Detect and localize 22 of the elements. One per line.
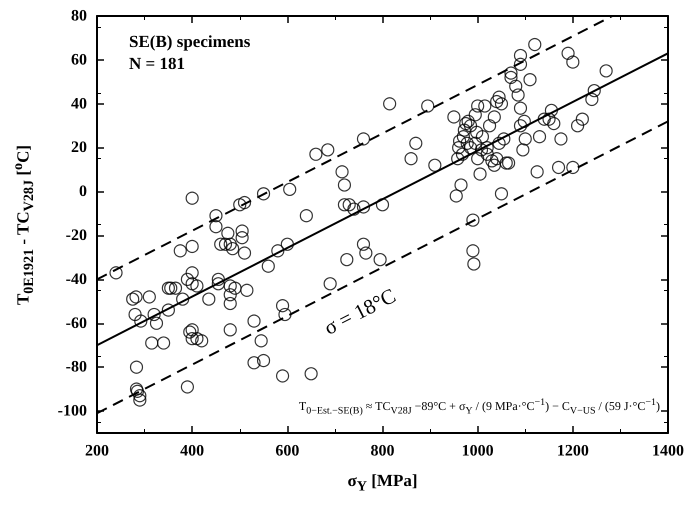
x-tick-label: 1000 — [462, 442, 494, 460]
x-axis-title: σ$_{Y}$ [MPa] — [348, 471, 418, 496]
x-tick-label: 600 — [275, 442, 300, 460]
y-tick-label: -40 — [66, 270, 87, 288]
x-tick-label: 1200 — [556, 442, 589, 460]
annotation: N = 181 — [129, 54, 185, 74]
y-tick-label: 80 — [71, 8, 87, 24]
y-tick-label: -60 — [66, 314, 87, 332]
x-tick-label: 200 — [85, 442, 109, 460]
x-tick-label: 800 — [370, 442, 394, 460]
annotation: σ = 18°C — [320, 283, 400, 341]
x-tick-label: 1400 — [652, 442, 684, 460]
y-tick-label: -100 — [58, 402, 87, 420]
y-tick-label: -80 — [66, 358, 87, 376]
y-tick-label: 40 — [71, 95, 87, 112]
text: T$_{0−Est.−SE(B)}$ ≈ TC$_{V28J}$ −89°C + σ$_{Y}$ / (9 MPa·°C$^{−1}$) − C$_{V−US}$ / (59 J·°C$^{−1}$) — [298, 397, 660, 416]
y-tick-label: 60 — [71, 51, 87, 68]
annotation: SE(B) specimens — [129, 32, 250, 52]
y-tick-label: 20 — [71, 139, 87, 156]
y-tick-label: 0 — [79, 183, 87, 200]
y-tick-label: -20 — [66, 226, 87, 244]
x-tick-label: 400 — [180, 442, 204, 460]
